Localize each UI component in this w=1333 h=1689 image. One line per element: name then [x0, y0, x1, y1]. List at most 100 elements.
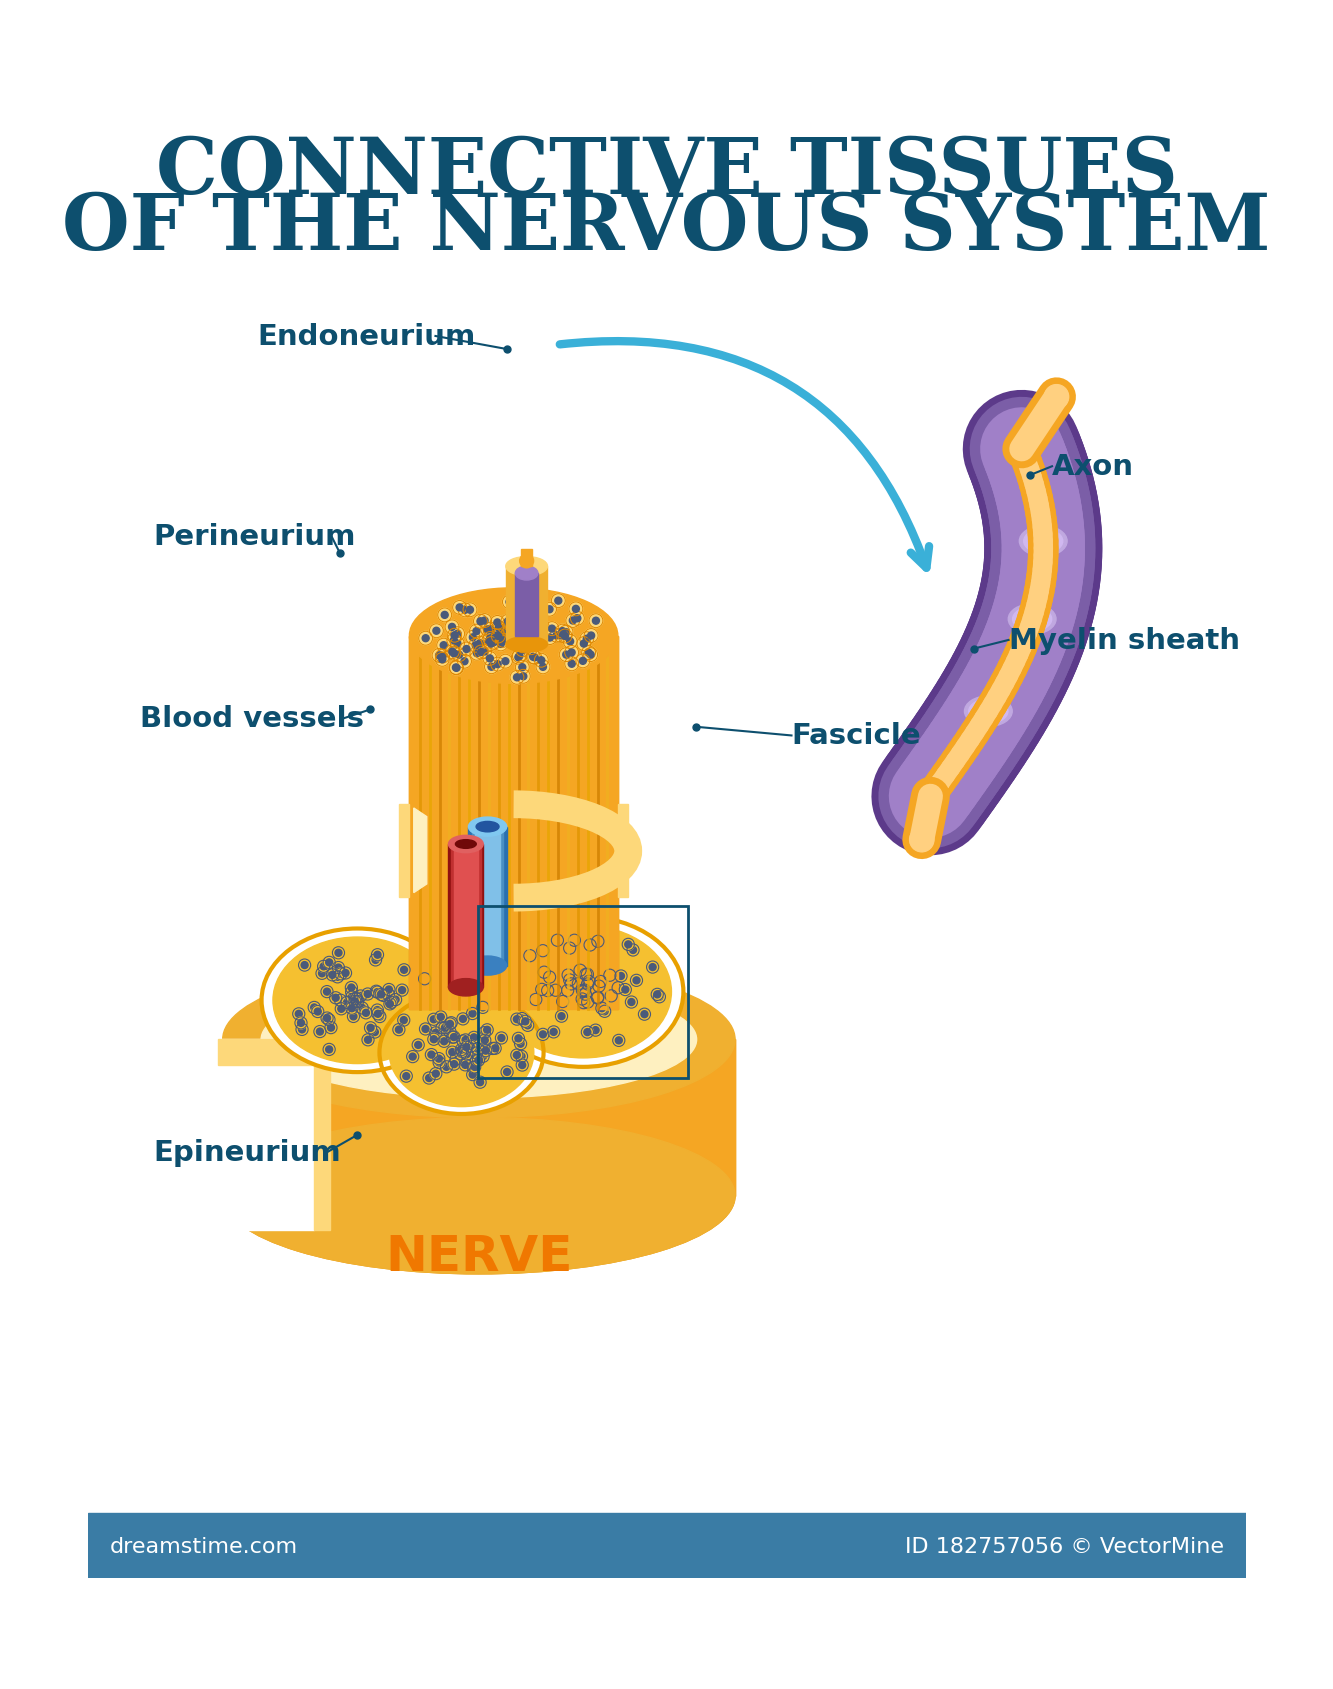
- Circle shape: [495, 662, 501, 669]
- Ellipse shape: [505, 637, 548, 652]
- Circle shape: [587, 652, 595, 659]
- Circle shape: [505, 625, 512, 632]
- Circle shape: [516, 644, 529, 657]
- Circle shape: [504, 1069, 511, 1076]
- Circle shape: [447, 633, 461, 649]
- Circle shape: [599, 1005, 605, 1012]
- Circle shape: [540, 664, 547, 671]
- Circle shape: [548, 1027, 560, 1039]
- Circle shape: [335, 975, 341, 981]
- Circle shape: [377, 991, 385, 998]
- Circle shape: [511, 633, 524, 647]
- Circle shape: [451, 1034, 457, 1040]
- Circle shape: [439, 1035, 451, 1047]
- Circle shape: [909, 828, 934, 853]
- Circle shape: [507, 627, 521, 640]
- Circle shape: [429, 1067, 441, 1079]
- Circle shape: [484, 627, 491, 633]
- Bar: [399, 804, 409, 897]
- Circle shape: [649, 964, 656, 971]
- Ellipse shape: [1013, 608, 1052, 632]
- Circle shape: [443, 1064, 451, 1071]
- Circle shape: [345, 1003, 357, 1015]
- Circle shape: [539, 623, 545, 630]
- Ellipse shape: [976, 703, 1001, 721]
- Circle shape: [321, 1012, 333, 1025]
- Circle shape: [457, 1047, 465, 1054]
- Circle shape: [475, 645, 488, 660]
- Circle shape: [399, 964, 411, 976]
- Circle shape: [475, 1057, 483, 1064]
- Circle shape: [653, 991, 665, 1003]
- Circle shape: [465, 1040, 477, 1052]
- Circle shape: [529, 654, 537, 660]
- Circle shape: [579, 997, 585, 1003]
- Circle shape: [477, 649, 485, 655]
- Circle shape: [355, 998, 361, 1005]
- Circle shape: [460, 644, 473, 657]
- Circle shape: [523, 627, 537, 640]
- Circle shape: [569, 618, 576, 625]
- Circle shape: [372, 1008, 384, 1020]
- Circle shape: [387, 1002, 393, 1008]
- Circle shape: [568, 650, 575, 657]
- Circle shape: [433, 1052, 445, 1066]
- Circle shape: [575, 981, 581, 988]
- Circle shape: [488, 628, 501, 644]
- Circle shape: [319, 969, 325, 978]
- Circle shape: [487, 655, 493, 662]
- Circle shape: [361, 988, 373, 1000]
- Circle shape: [420, 1024, 432, 1035]
- Circle shape: [528, 627, 535, 633]
- Circle shape: [432, 1030, 439, 1037]
- Circle shape: [517, 615, 525, 622]
- Circle shape: [429, 1027, 441, 1039]
- Bar: [448, 844, 484, 988]
- Circle shape: [559, 628, 567, 635]
- Circle shape: [623, 986, 629, 993]
- Circle shape: [325, 1022, 337, 1034]
- Circle shape: [564, 975, 576, 986]
- Circle shape: [560, 649, 573, 662]
- Circle shape: [457, 655, 472, 669]
- Circle shape: [481, 623, 495, 637]
- Circle shape: [451, 627, 465, 642]
- Ellipse shape: [273, 937, 441, 1064]
- Circle shape: [325, 1017, 332, 1024]
- Circle shape: [581, 1027, 593, 1039]
- Circle shape: [451, 1061, 457, 1067]
- Circle shape: [335, 1003, 348, 1015]
- Circle shape: [477, 645, 492, 659]
- Circle shape: [392, 997, 399, 1003]
- Circle shape: [513, 630, 520, 637]
- Circle shape: [507, 630, 513, 637]
- Circle shape: [371, 986, 383, 998]
- Circle shape: [520, 1015, 532, 1029]
- Circle shape: [483, 632, 497, 647]
- Circle shape: [453, 1056, 460, 1062]
- Circle shape: [469, 1071, 476, 1079]
- Circle shape: [348, 990, 355, 997]
- Circle shape: [563, 969, 575, 981]
- Bar: [505, 568, 548, 645]
- Circle shape: [423, 1025, 429, 1032]
- Circle shape: [348, 985, 355, 991]
- Circle shape: [484, 1027, 491, 1034]
- Circle shape: [608, 993, 615, 1000]
- Circle shape: [571, 937, 579, 944]
- Text: OF THE NERVOUS SYSTEM: OF THE NERVOUS SYSTEM: [63, 191, 1270, 267]
- Circle shape: [348, 1010, 360, 1024]
- Circle shape: [639, 1008, 651, 1020]
- Circle shape: [615, 985, 621, 991]
- Circle shape: [400, 966, 408, 973]
- Circle shape: [437, 608, 452, 623]
- Circle shape: [515, 628, 528, 642]
- Circle shape: [436, 650, 449, 664]
- Circle shape: [525, 628, 539, 642]
- Circle shape: [580, 1000, 587, 1007]
- Circle shape: [564, 988, 571, 995]
- Circle shape: [451, 637, 464, 652]
- Circle shape: [528, 623, 536, 630]
- Text: Fascicle: Fascicle: [792, 721, 921, 750]
- Text: CONNECTIVE TISSUES: CONNECTIVE TISSUES: [156, 133, 1177, 209]
